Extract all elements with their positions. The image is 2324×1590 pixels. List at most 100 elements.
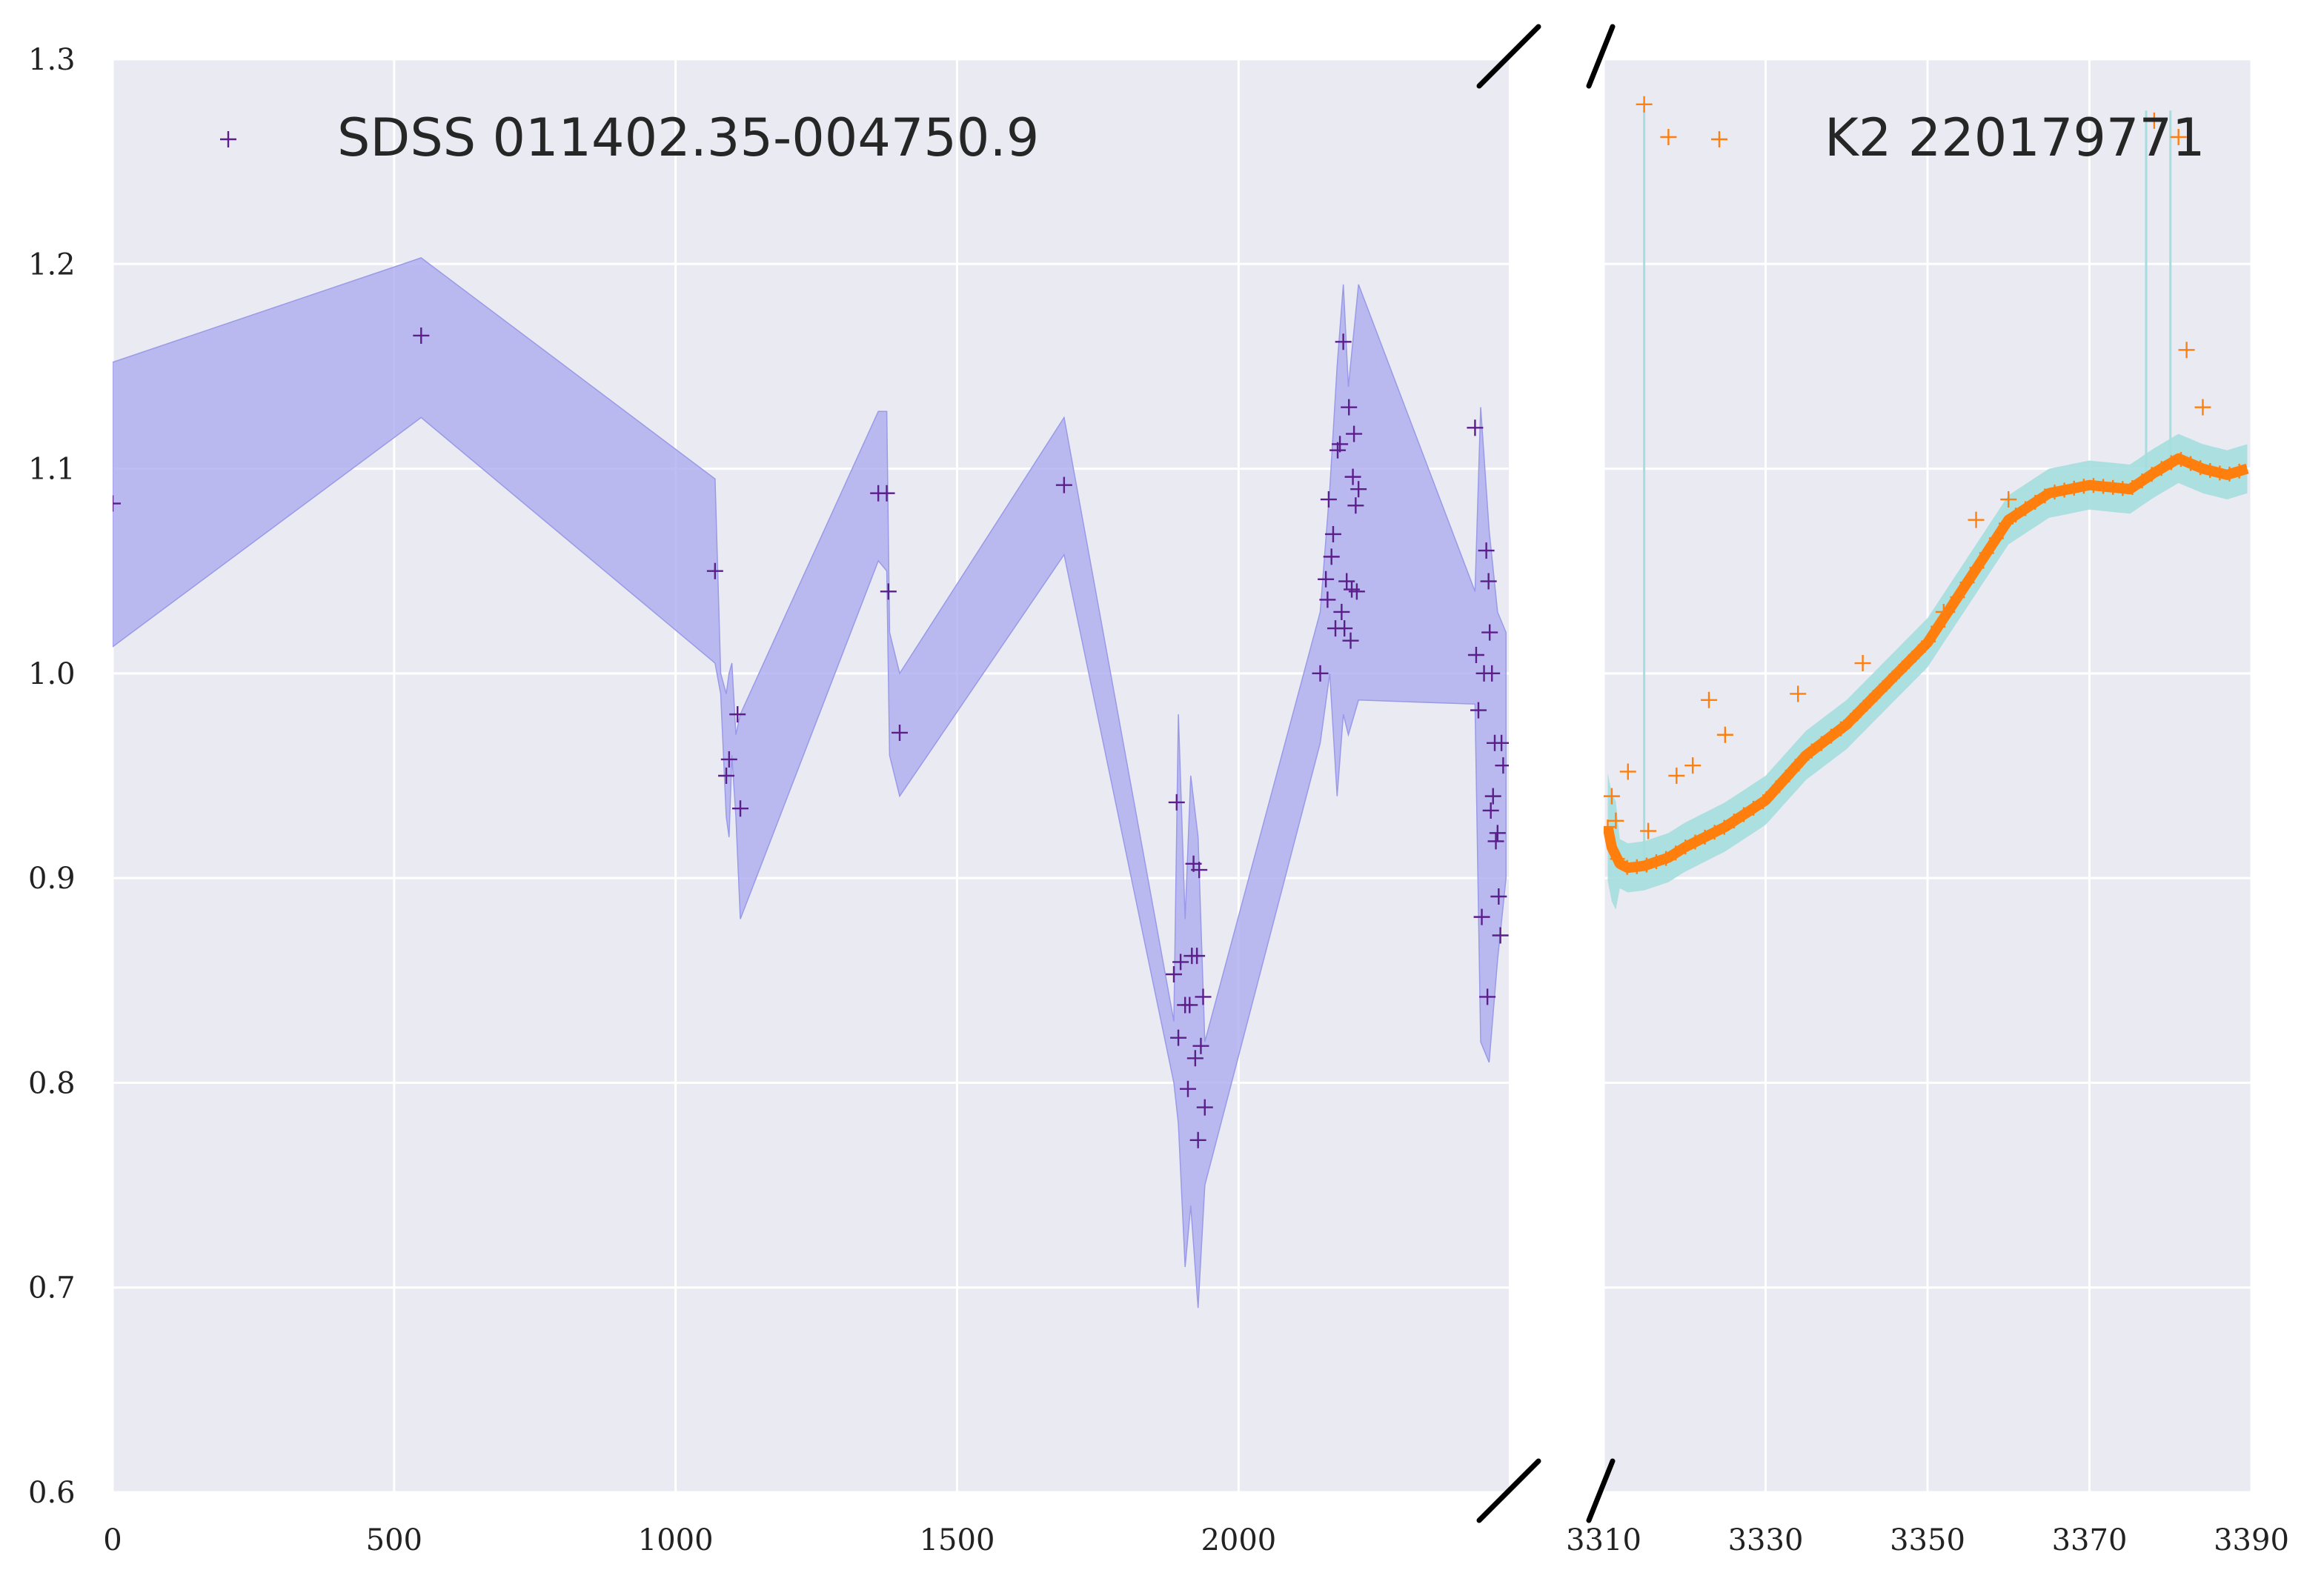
left-data-point — [1179, 1080, 1196, 1097]
left-data-point — [1342, 632, 1359, 649]
axis-break-mark — [1586, 24, 1616, 89]
left-data-point — [1320, 491, 1337, 508]
y-tick-label: 1.3 — [28, 43, 76, 77]
x-tick-label: 1500 — [920, 1523, 995, 1557]
right-legend-label: K2 220179771 — [1825, 107, 2205, 168]
right-data-point — [1640, 822, 1657, 839]
right-data-point — [1969, 560, 1985, 576]
right-data-point — [2163, 455, 2179, 470]
right-data-point — [1668, 845, 1684, 861]
right-data-point — [2066, 480, 2082, 496]
left-data-point — [1338, 573, 1355, 590]
y-tick-label: 1.0 — [28, 657, 76, 691]
y-tick-label: 0.9 — [28, 862, 76, 896]
right-data-point — [1882, 673, 1897, 689]
right-data-point — [2000, 491, 2017, 508]
left-data-point — [1318, 571, 1335, 588]
right-data-point — [1701, 691, 1718, 708]
right-data-point — [1687, 834, 1703, 850]
left-data-point — [1192, 1037, 1209, 1054]
left-data-point — [1484, 665, 1501, 682]
right-data-point — [1668, 768, 1685, 784]
left-data-point — [1478, 542, 1495, 559]
right-data-point — [2047, 485, 2062, 500]
y-tick-label: 0.6 — [28, 1476, 76, 1510]
right-data-point — [2085, 478, 2101, 493]
right-data-point — [2008, 508, 2024, 523]
left-data-point — [720, 751, 737, 768]
right-data-point — [2018, 501, 2034, 516]
left-data-point — [706, 562, 723, 579]
left-data-point — [1480, 573, 1497, 590]
right-data-point — [2178, 342, 2195, 359]
left-data-point — [1181, 997, 1198, 1014]
right-data-point — [1716, 726, 1733, 743]
left-plot-area — [113, 257, 1509, 1308]
left-data-point — [1333, 603, 1350, 620]
axis-break-mark — [1476, 24, 1541, 89]
right-data-point — [1790, 685, 1807, 702]
left-data-point — [1467, 646, 1484, 663]
axis-break-mark — [1586, 1458, 1616, 1523]
left-data-point — [1172, 954, 1189, 971]
right-data-point — [1604, 788, 1620, 805]
right-data-point — [2145, 112, 2162, 129]
right-data-point — [1726, 814, 1742, 829]
axis-break-marks — [1476, 24, 1616, 1523]
right-data-point — [2231, 463, 2247, 479]
left-data-point — [1490, 888, 1507, 905]
left-data-point — [1470, 702, 1487, 719]
right-data-point — [1716, 819, 1732, 835]
right-data-point — [2056, 482, 2072, 498]
left-data-point — [1481, 624, 1498, 641]
left-data-point — [732, 800, 749, 817]
right-data-point — [2115, 481, 2131, 496]
left-legend-marker — [220, 131, 236, 147]
left-data-point — [1055, 476, 1072, 493]
right-data-point — [1746, 800, 1762, 816]
left-data-point — [718, 768, 735, 784]
right-data-point — [1707, 825, 1722, 840]
right-data-point — [2194, 399, 2211, 416]
right-data-point — [1833, 721, 1849, 736]
left-data-point — [413, 327, 430, 344]
left-data-point — [1493, 734, 1509, 751]
x-tick-label: 0 — [103, 1523, 122, 1557]
right-data-point — [1794, 752, 1810, 768]
right-data-point — [1998, 516, 2013, 531]
right-data-point — [2037, 488, 2053, 504]
right-data-point — [1935, 603, 1952, 620]
left-data-point — [880, 583, 897, 600]
left-data-point — [113, 495, 121, 512]
left-data-point — [1191, 862, 1208, 879]
left-data-point — [1344, 468, 1361, 485]
right-data-point — [1930, 619, 1946, 634]
right-data-point — [1968, 511, 1985, 528]
right-data-point — [1607, 812, 1624, 829]
right-data-point — [2096, 479, 2111, 494]
right-data-point — [1891, 664, 1907, 679]
right-data-point — [1862, 693, 1878, 708]
right-data-point — [1853, 703, 1868, 719]
left-data-point — [1336, 620, 1353, 637]
left-data-point — [1350, 481, 1367, 498]
x-tick-label: 3310 — [1566, 1523, 1641, 1557]
right-data-point — [1604, 819, 1616, 835]
left-data-point — [1467, 419, 1484, 436]
right-data-point — [1823, 728, 1839, 744]
right-data-point — [1921, 633, 1936, 649]
left-data-point — [1479, 988, 1496, 1005]
left-data-point — [1324, 525, 1341, 542]
x-tick-label: 500 — [366, 1523, 422, 1557]
left-data-point — [1323, 548, 1340, 565]
x-tick-label: 3330 — [1728, 1523, 1804, 1557]
left-data-point — [1487, 833, 1504, 850]
right-data-point — [1736, 807, 1751, 822]
right-data-point — [1784, 763, 1800, 779]
right-data-point — [1910, 644, 1926, 659]
left-data-point — [1189, 1131, 1206, 1148]
left-data-point — [1492, 927, 1509, 944]
right-data-point — [1988, 530, 2004, 546]
right-data-point — [2028, 494, 2043, 510]
right-data-point — [1639, 857, 1654, 873]
